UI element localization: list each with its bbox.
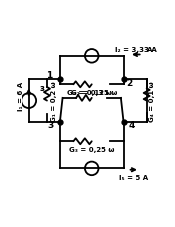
Text: G₃ = 0,25 ω: G₃ = 0,25 ω [69, 147, 114, 153]
Text: A: A [147, 47, 152, 53]
Text: I₂ = 3,33 A: I₂ = 3,33 A [115, 47, 157, 53]
Text: I₅ = 5 A: I₅ = 5 A [118, 174, 148, 180]
Text: з: з [39, 83, 44, 92]
Text: 2: 2 [126, 79, 132, 88]
Text: G₁ = 0,2 ω: G₁ = 0,2 ω [51, 81, 57, 121]
Text: 1: 1 [46, 71, 52, 80]
Text: G₄ = 0,1 ω: G₄ = 0,1 ω [149, 81, 155, 121]
Text: 3: 3 [47, 121, 54, 130]
Text: 4: 4 [129, 121, 135, 130]
Text: G₂ = 0,3 ω: G₂ = 0,3 ω [71, 90, 112, 96]
Text: G₅ = 0,125 ω: G₅ = 0,125 ω [67, 90, 117, 96]
Text: I₁ = 6 A: I₁ = 6 A [18, 81, 24, 110]
